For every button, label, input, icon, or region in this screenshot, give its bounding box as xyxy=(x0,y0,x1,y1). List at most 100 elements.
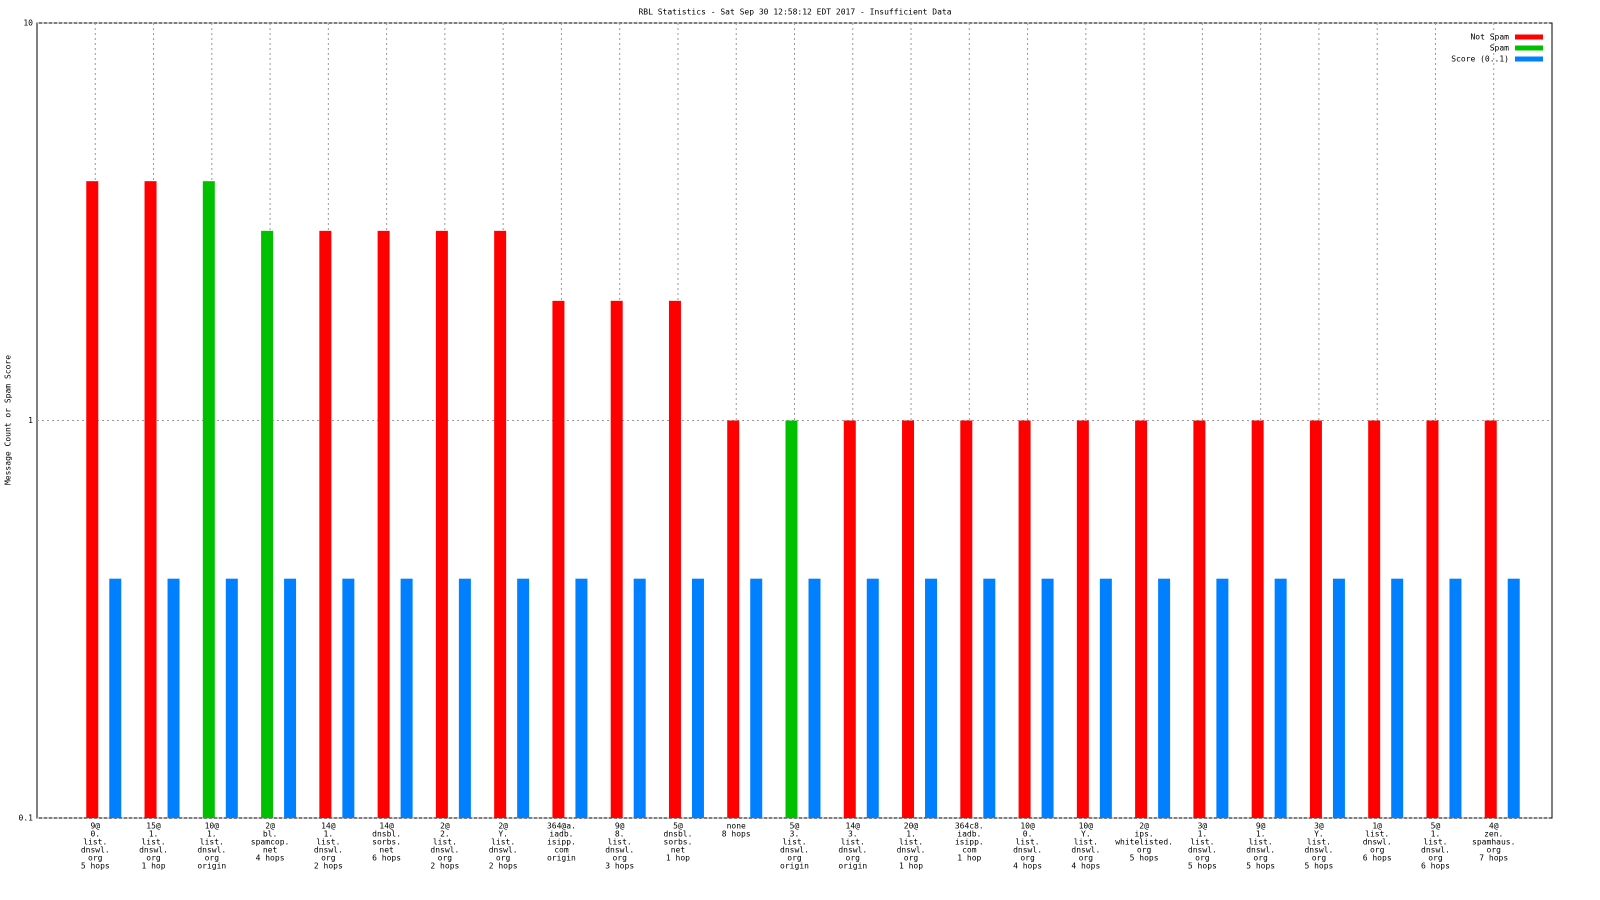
x-tick-label: list. xyxy=(1423,838,1447,847)
x-tick-label: 4@ xyxy=(1489,822,1499,831)
x-tick-label: com xyxy=(962,846,977,855)
bar xyxy=(400,578,413,818)
bar xyxy=(610,300,623,818)
x-tick-label: org xyxy=(496,854,511,863)
x-tick-label: list. xyxy=(1016,838,1040,847)
x-tick-label: Y. xyxy=(498,830,508,839)
x-tick-label: com xyxy=(554,846,569,855)
x-tick-label: org xyxy=(1253,854,1268,863)
x-tick-label: origin xyxy=(197,862,226,871)
x-tick-label: 364@a. xyxy=(547,822,576,831)
bar xyxy=(494,230,507,818)
x-tick-label: 1. xyxy=(324,830,334,839)
x-tick-label: list. xyxy=(899,838,923,847)
bar xyxy=(1251,420,1264,818)
x-tick-label: 2@ xyxy=(1139,822,1149,831)
y-tick-label: 10 xyxy=(23,19,33,28)
x-tick-label: list. xyxy=(782,838,806,847)
x-tick-label: 10@ xyxy=(1079,822,1094,831)
x-tick-label: dnswl. xyxy=(1188,846,1217,855)
x-tick-label: 4 hops xyxy=(1013,862,1042,871)
x-tick-label: zen. xyxy=(1484,830,1503,839)
bar xyxy=(552,300,565,818)
x-tick-label: 1 hop xyxy=(957,854,981,863)
x-tick-label: 2@ xyxy=(498,822,508,831)
x-tick-label: dnswl. xyxy=(780,846,809,855)
x-tick-label: list. xyxy=(433,838,457,847)
bar xyxy=(377,230,390,818)
bar xyxy=(727,420,740,818)
bar xyxy=(1274,578,1287,818)
x-tick-label: org xyxy=(438,854,453,863)
x-tick-label: 3 hops xyxy=(605,862,634,871)
x-tick-label: isipp. xyxy=(955,838,984,847)
bar xyxy=(202,181,215,818)
x-tick-label: dnswl. xyxy=(1071,846,1100,855)
x-tick-label: net xyxy=(671,846,686,855)
x-tick-label: Y. xyxy=(1081,830,1091,839)
x-tick-label: origin xyxy=(838,862,867,871)
x-tick-label: list. xyxy=(141,838,165,847)
bar xyxy=(225,578,238,818)
x-tick-label: 3@ xyxy=(1198,822,1208,831)
bar xyxy=(1332,578,1345,818)
x-tick-label: dnswl. xyxy=(897,846,926,855)
x-tick-label: 1 hop xyxy=(141,862,165,871)
x-tick-label: 2 hops xyxy=(430,862,459,871)
x-tick-label: 5 hops xyxy=(1188,862,1217,871)
bar xyxy=(575,578,588,818)
legend-label: Not Spam xyxy=(1470,33,1509,42)
x-tick-label: dnswl. xyxy=(605,846,634,855)
bar xyxy=(1391,578,1404,818)
bar xyxy=(1426,420,1439,818)
x-tick-label: 20@ xyxy=(904,822,919,831)
legend-swatch xyxy=(1515,34,1543,40)
x-tick-label: 5 hops xyxy=(1304,862,1333,871)
x-tick-label: dnswl. xyxy=(430,846,459,855)
x-tick-label: list. xyxy=(491,838,515,847)
x-tick-label: 2 hops xyxy=(489,862,518,871)
x-tick-label: 5 hops xyxy=(1246,862,1275,871)
bar xyxy=(1041,578,1054,818)
x-tick-label: 8. xyxy=(615,830,625,839)
x-tick-label: sorbs. xyxy=(664,838,693,847)
y-tick-label: 0.1 xyxy=(19,814,34,823)
bar xyxy=(435,230,448,818)
x-tick-label: 5 hops xyxy=(81,862,110,871)
x-tick-label: net xyxy=(379,846,394,855)
bar xyxy=(960,420,973,818)
x-tick-label: 5@ xyxy=(1431,822,1441,831)
x-tick-label: list. xyxy=(316,838,340,847)
bar xyxy=(86,181,99,818)
x-tick-label: dnswl. xyxy=(838,846,867,855)
bar xyxy=(144,181,157,818)
x-tick-label: whitelisted. xyxy=(1115,838,1173,847)
x-tick-label: 1. xyxy=(207,830,217,839)
x-tick-label: dnswl. xyxy=(81,846,110,855)
bar xyxy=(1309,420,1322,818)
x-tick-label: list. xyxy=(1074,838,1098,847)
bar xyxy=(785,420,798,818)
x-tick-label: Y. xyxy=(1314,830,1324,839)
x-tick-label: list. xyxy=(1249,838,1273,847)
x-tick-label: list. xyxy=(1307,838,1331,847)
x-tick-label: org xyxy=(1137,846,1152,855)
x-tick-label: org xyxy=(146,854,161,863)
x-tick-label: org xyxy=(1020,854,1035,863)
x-tick-label: 14@ xyxy=(321,822,336,831)
x-tick-label: dnswl. xyxy=(489,846,518,855)
x-tick-label: 3@ xyxy=(1314,822,1324,831)
bar xyxy=(1099,578,1112,818)
y-tick-label: 1 xyxy=(28,416,33,425)
x-tick-label: ips. xyxy=(1134,830,1153,839)
x-tick-label: 1 hop xyxy=(666,854,690,863)
x-tick-label: org xyxy=(612,854,627,863)
x-tick-label: 7 hops xyxy=(1479,854,1508,863)
x-tick-label: dnswl. xyxy=(1013,846,1042,855)
x-tick-label: list. xyxy=(841,838,865,847)
x-tick-label: isipp. xyxy=(547,838,576,847)
x-tick-label: list. xyxy=(1365,830,1389,839)
legend-label: Spam xyxy=(1490,44,1509,53)
x-tick-label: list. xyxy=(200,838,224,847)
bar xyxy=(750,578,763,818)
